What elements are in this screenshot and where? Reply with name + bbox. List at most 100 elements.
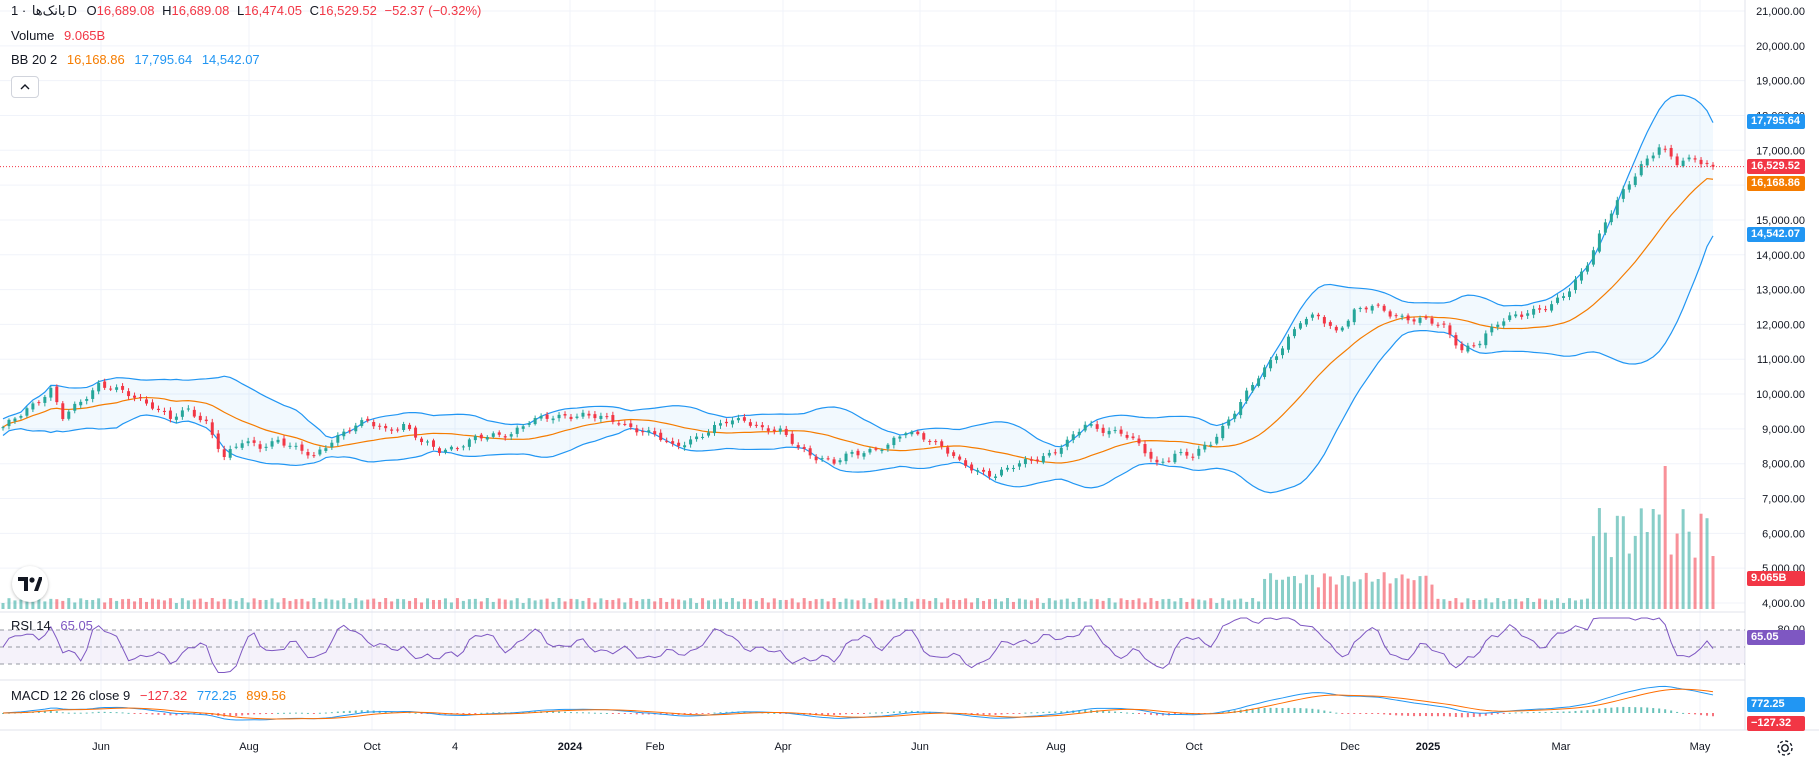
candle-body [210,422,214,435]
macd-legend-label: MACD 12 26 close 9 [11,688,131,703]
volume-bar [67,598,71,609]
volume-bar [103,602,107,609]
volume-bar [467,599,471,609]
interval-label[interactable]: 1D [11,3,77,18]
volume-bar [1179,598,1183,609]
candle-body [557,414,561,419]
candle-body [545,414,549,419]
macd-hist-value: −127.32 [139,688,188,703]
candle-body [1562,296,1566,298]
candle-body [1633,176,1637,185]
candle-body [139,397,143,399]
volume-bar [790,598,794,609]
macd-histogram-bar [827,713,830,716]
candle-body [605,416,609,418]
macd-histogram-bar [570,712,573,714]
candle-body [1017,463,1021,467]
volume-bar [707,600,711,609]
macd-histogram-bar [839,713,842,715]
candle-body [1328,322,1332,326]
volume-bar [683,600,687,609]
volume-bar [1615,515,1619,609]
volume-bar [1197,599,1201,609]
macd-histogram-bar [438,713,441,715]
volume-bar [437,599,441,609]
volume-bar [1436,598,1440,609]
candle-body [575,416,579,418]
macd-histogram-bar [707,713,710,714]
candle-body [1424,316,1428,319]
macd-histogram-bar [1448,713,1451,717]
candle-body [736,418,740,421]
macd-histogram-bar [175,713,178,716]
candle-body [180,410,184,417]
rsi-legend[interactable]: RSI 14 65.05 [11,618,99,634]
volume-bar [623,602,627,609]
volume-bar [85,599,89,609]
volume-bar [1675,533,1679,609]
symbol-name[interactable]: بانک‌ها [31,3,66,18]
volume-bar [1101,600,1105,609]
candle-body [443,449,447,453]
candle-body [1603,222,1607,233]
candle-body [1137,438,1141,444]
macd-histogram-bar [43,711,46,713]
volume-bar [617,598,621,609]
candle-body [73,403,77,411]
macd-histogram-bar [342,711,345,713]
tradingview-logo[interactable] [12,566,48,602]
candle-body [43,396,47,403]
macd-histogram-bar [779,713,782,714]
candle-body [461,446,465,448]
volume-bar [1143,602,1147,609]
volume-bar [1035,598,1039,609]
volume-bar [1227,600,1231,609]
candle-body [569,416,573,420]
macd-histogram-bar [1143,713,1146,715]
macd-histogram-bar [910,710,913,713]
candle-body [1275,356,1279,361]
candle-body [1430,318,1434,324]
candle-body [934,441,938,443]
volume-bar [1221,598,1225,609]
volume-bar [647,598,651,609]
rsi-axis-tag: 65.05 [1747,630,1805,645]
volume-bar [473,598,477,609]
chart-settings-button[interactable] [1774,737,1796,759]
volume-bar [1657,514,1661,609]
volume-bar [156,599,160,609]
macd-histogram-bar [366,710,369,713]
volume-bar [7,598,11,609]
volume-bar [832,598,836,609]
macd-histogram-bar [1580,710,1583,713]
candle-body [1143,443,1147,454]
candle-body [760,425,764,428]
candle-body [97,382,101,392]
candle-body [766,428,770,431]
macd-legend[interactable]: MACD 12 26 close 9 −127.32 772.25 899.56 [11,688,292,704]
macd-histogram-bar [199,713,202,715]
volume-bar [641,599,645,609]
macd-histogram-bar [1096,710,1099,713]
volume-bar [1155,600,1159,609]
bb-legend[interactable]: BB 20 2 16,168.86 17,795.64 14,542.07 [11,52,266,68]
volume-bar [282,598,286,609]
volume-bar [970,602,974,609]
volume-legend[interactable]: Volume 9.065B [11,28,111,44]
macd-histogram-bar [1120,712,1123,714]
macd-histogram-bar [103,711,106,713]
volume-bar [497,598,501,609]
macd-histogram-bar [336,711,339,713]
volume-bar [916,598,920,609]
macd-histogram-bar [1610,707,1613,713]
candle-body [25,408,29,416]
volume-bar [862,598,866,609]
candle-body [1107,430,1111,435]
collapse-legend-button[interactable] [11,76,39,98]
time-tick-label: Jun [92,741,110,753]
macd-histogram-bar [1436,713,1439,717]
macd-histogram-bar [1688,713,1691,714]
candle-body [1131,436,1135,439]
time-tick-label: Jun [911,741,929,753]
